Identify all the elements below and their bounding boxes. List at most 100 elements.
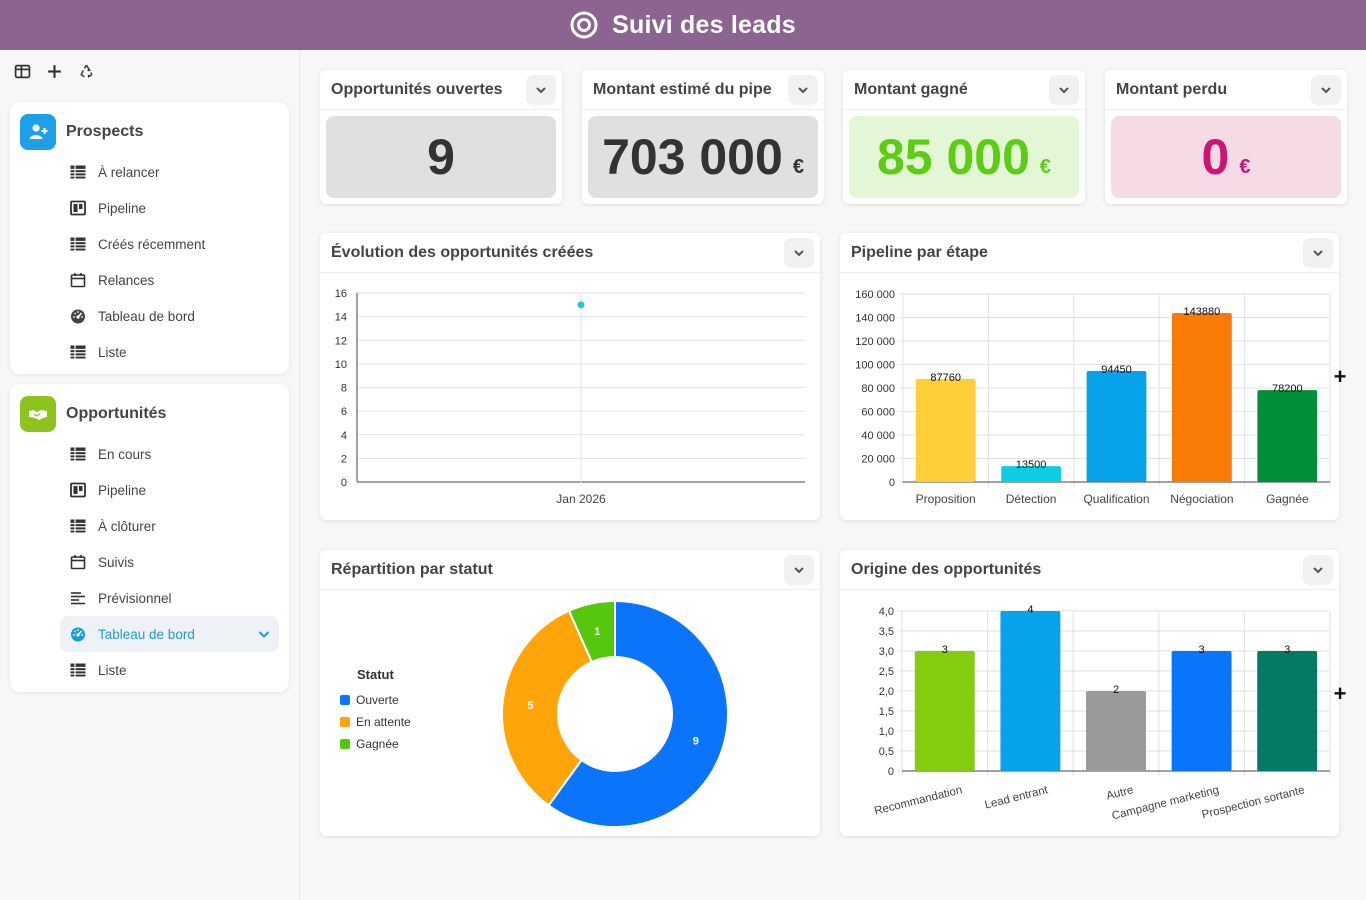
bar <box>1171 651 1232 771</box>
y-tick-label: 40 000 <box>861 430 895 442</box>
x-tick-label: Détection <box>1006 492 1057 506</box>
y-tick-label: 0,5 <box>879 746 894 758</box>
kpi-menu-button[interactable] <box>1049 75 1079 105</box>
sidebar-item[interactable]: À relancer <box>10 154 279 190</box>
layout-button[interactable] <box>8 58 36 84</box>
y-tick-label: 1,0 <box>879 726 894 738</box>
app-title: Suivi des leads <box>612 10 796 39</box>
kpi-value-box: 0 € <box>1111 116 1341 198</box>
calendar-icon <box>70 554 86 570</box>
sidebar-item-label: Liste <box>98 344 127 360</box>
chevron-down-icon <box>536 87 546 94</box>
chart-title: Pipeline par étape <box>851 243 988 261</box>
table-icon <box>70 518 86 534</box>
kpi-value: 0 <box>1201 129 1230 185</box>
chart-card-repartition: Répartition par statut 9 5 1 Statut Ouverte E… <box>320 550 820 836</box>
chevron-down-icon <box>794 567 804 574</box>
bar <box>1257 651 1318 771</box>
sidebar-item[interactable]: Pipeline <box>10 190 279 226</box>
y-tick-label: 120 000 <box>855 336 895 348</box>
sidebar-item-label: Suivis <box>98 554 135 570</box>
y-tick-label: 80 000 <box>861 383 895 395</box>
add-widget-button[interactable]: + <box>1333 364 1347 389</box>
sidebar-item[interactable]: À clôturer <box>10 508 279 544</box>
y-tick-label: 2 <box>341 453 347 465</box>
kpi-unit: € <box>792 155 804 178</box>
kpi-menu-button[interactable] <box>788 75 818 105</box>
add-button[interactable] <box>40 58 68 84</box>
chart-header: Pipeline par étape <box>840 233 1339 273</box>
kanban-icon <box>70 482 86 498</box>
kpi-card: Opportunités ouvertes 9 <box>320 70 562 204</box>
chart-card-origine: Origine des opportunités 0 0,5 1,0 1,5 2,0 2,… <box>840 550 1339 836</box>
sidebar: Prospects À relancer Pipeline Créés récemm… <box>0 50 300 900</box>
sidebar-item-label: Pipeline <box>98 200 147 216</box>
kpi-menu-button[interactable] <box>1311 75 1341 105</box>
kpi-value-box: 9 <box>326 116 556 198</box>
section-title-prospects: Prospects <box>66 123 144 140</box>
sidebar-item[interactable]: Tableau de bord <box>10 298 279 334</box>
y-tick-label: 4,0 <box>879 606 894 618</box>
sidebar-item-label: Tableau de bord <box>98 308 195 324</box>
kpi-unit: € <box>1239 155 1251 178</box>
bar <box>1172 312 1232 482</box>
section-header-opportunites[interactable]: Opportunités <box>10 392 289 436</box>
x-tick-label: Autre <box>1105 784 1135 802</box>
sidebar-item[interactable]: En cours <box>10 436 279 472</box>
chevron-down-icon[interactable] <box>257 627 271 641</box>
y-tick-label: 140 000 <box>855 313 895 325</box>
y-tick-label: 3,5 <box>879 626 894 638</box>
chart-menu-button[interactable] <box>784 555 814 585</box>
y-tick-label: 100 000 <box>855 360 895 372</box>
chart-menu-button[interactable] <box>1303 238 1333 268</box>
sidebar-item[interactable]: Liste <box>10 334 279 370</box>
data-label: 3 <box>1199 644 1205 656</box>
legend-swatch <box>340 695 350 705</box>
data-label: 3 <box>942 644 948 656</box>
line-chart-evolution: 0 2 4 6 8 10 12 14 16 Jan 2026 <box>335 288 805 506</box>
y-tick-label: 6 <box>341 406 347 418</box>
pie-slice <box>547 599 729 828</box>
y-tick-label: 1,5 <box>879 706 894 718</box>
bar <box>1086 691 1146 771</box>
sidebar-item[interactable]: Liste <box>10 652 279 688</box>
x-tick-label: Jan 2026 <box>556 492 606 506</box>
lines-icon <box>70 590 86 606</box>
sidebar-item[interactable]: Créés récemment <box>10 226 279 262</box>
y-tick-label: 2,5 <box>879 666 894 678</box>
chart-card-pipeline: Pipeline par étape 0 20 000 40 000 60 000 80… <box>840 233 1339 520</box>
kpi-title: Montant perdu <box>1116 80 1228 98</box>
calendar-icon <box>70 272 86 288</box>
recycle-button[interactable] <box>72 58 100 84</box>
legend-label: En attente <box>356 715 411 729</box>
chart-header: Évolution des opportunités créées <box>320 233 820 273</box>
y-tick-label: 3,0 <box>879 646 894 658</box>
handshake-icon <box>29 410 47 420</box>
y-tick-label: 0 <box>341 477 347 489</box>
y-tick-label: 160 000 <box>855 289 895 301</box>
y-tick-label: 4 <box>341 430 347 442</box>
sidebar-item[interactable]: Pipeline <box>10 472 279 508</box>
chart-menu-button[interactable] <box>1303 555 1333 585</box>
legend-title: Statut <box>357 667 395 682</box>
kpi-value: 9 <box>427 129 455 185</box>
plus-icon <box>47 64 61 78</box>
kpi-menu-button[interactable] <box>526 75 556 105</box>
kpi-header: Montant perdu <box>1105 70 1347 110</box>
section-badge-opportunites <box>20 396 56 432</box>
y-tick-label: 10 <box>335 359 347 371</box>
sidebar-item[interactable]: Relances <box>10 262 279 298</box>
y-tick-label: 60 000 <box>861 407 895 419</box>
sidebar-item[interactable]: Prévisionnel <box>10 580 279 616</box>
sidebar-item-label: À clôturer <box>98 518 156 534</box>
add-widget-button[interactable]: + <box>1333 681 1347 706</box>
data-label: 1 <box>594 626 600 638</box>
kpi-card: Montant estimé du pipe 703 000 € <box>582 70 824 204</box>
chevron-down-icon <box>1059 87 1069 94</box>
sidebar-item[interactable]: Suivis <box>10 544 279 580</box>
kpi-header: Montant gagné <box>843 70 1085 110</box>
section-header-prospects[interactable]: Prospects <box>10 110 289 154</box>
chart-menu-button[interactable] <box>784 238 814 268</box>
sidebar-item-label: Relances <box>98 272 155 288</box>
sidebar-item[interactable]: Tableau de bord <box>60 616 279 652</box>
